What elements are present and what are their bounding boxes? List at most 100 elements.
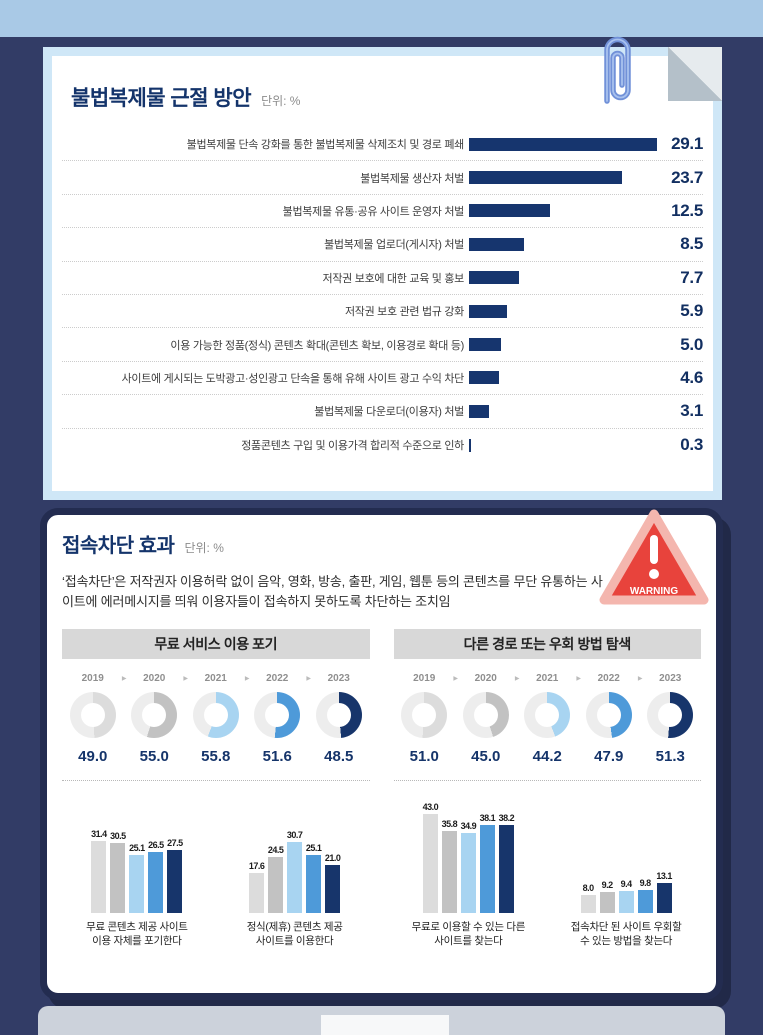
bar (599, 891, 615, 913)
donut-chart (647, 692, 694, 738)
bar-value-label: 35.8 (441, 818, 458, 829)
donut-cell (308, 692, 370, 738)
chart-row-value: 29.1 (671, 134, 703, 154)
section-title: 접속차단 효과 (62, 535, 175, 557)
chart-row-label: 저작권 보호 관련 법규 강화 (344, 306, 464, 319)
bar-cell: 9.8 (637, 878, 653, 913)
section-free-service-give-up: 무료 서비스 이용 포기 2019 ▶ 2020 ▶ 2021 ▶ 2022 ▶ 2023 49… (62, 629, 370, 948)
chart-row-label: 이용 가능한 정품(정식) 콘텐츠 확대(콘텐츠 확보, 이용경로 확대 등) (170, 339, 464, 352)
bar-groups-row: 31.4 30.5 25.1 26.5 27.5 무료 콘텐츠 제공 사이트 이용 자체를 … (62, 795, 370, 948)
bar (637, 890, 653, 913)
page-title: 불법복제물 근절 방안 (71, 87, 252, 110)
chart-row-bar (469, 171, 623, 185)
chart-row-track (469, 338, 661, 352)
chart-row-bar (469, 371, 499, 385)
bar (129, 855, 145, 913)
year-arrow-icon: ▶ (637, 676, 643, 682)
bar-cell: 25.1 (129, 843, 145, 913)
bar-group-caption: 무료 콘텐츠 제공 사이트 이용 자체를 포기한다 (86, 921, 188, 948)
bar-value-label: 34.9 (460, 820, 477, 831)
paperclip-icon (604, 36, 631, 104)
bar (580, 894, 596, 913)
bar-value-label: 24.5 (267, 844, 284, 855)
bar (498, 825, 514, 913)
donut-cell (124, 692, 186, 738)
donut-cell (455, 692, 517, 738)
chart-row-value: 12.5 (671, 200, 703, 220)
donut-chart (585, 692, 632, 738)
donut-cell (640, 692, 702, 738)
donut-chart (192, 692, 239, 738)
card-title-row: 접속차단 효과 단위: % (62, 529, 224, 558)
bar-groups-row: 43.0 35.8 34.9 38.1 38.2 무료로 이용할 수 있는 다른 사이트를 … (394, 795, 702, 948)
bar-group-caption: 무료로 이용할 수 있는 다른 사이트를 찾는다 (411, 921, 526, 948)
chart-row-bar (469, 204, 550, 218)
bar-cell: 27.5 (167, 838, 183, 913)
chart-row: 불법복제물 단속 강화를 통한 불법복제물 삭제조치 및 경로 폐쇄 29.1 (62, 128, 703, 162)
bar-group: 8.0 9.2 9.4 9.8 13.1 접속차단 된 사이트 우회할 수 있는 방법을 찾… (551, 795, 701, 948)
donut-values-row: 49.0 55.0 55.8 51.6 48.5 (62, 748, 370, 765)
eradication-chart-rows: 불법복제물 단속 강화를 통한 불법복제물 삭제조치 및 경로 폐쇄 29.1 불법… (62, 128, 703, 462)
chart-row-bar (469, 304, 508, 318)
bar-value-label: 43.0 (422, 802, 439, 813)
year-label: 2019 ▶ (413, 673, 458, 684)
chart-row-value: 7.7 (680, 267, 703, 287)
bar-value-label: 9.2 (601, 879, 614, 890)
bar (268, 856, 284, 913)
next-section-header-peek (321, 1015, 449, 1035)
donut-chart (462, 692, 509, 738)
donut-value: 55.0 (139, 748, 169, 765)
chart-row: 불법복제물 유통·공유 사이트 운영자 처벌 12.5 (62, 195, 703, 229)
blocking-effect-card: WARNING 접속차단 효과 단위: % ‘접속차단’은 저작권자 이용허락 … (40, 508, 723, 1000)
donut-chart (524, 692, 571, 738)
bar-value-label: 8.0 (582, 882, 595, 893)
bar-group-bars: 31.4 30.5 25.1 26.5 27.5 (62, 795, 212, 913)
bar (422, 814, 438, 913)
section-header: 다른 경로 또는 우회 방법 탐색 (393, 629, 701, 659)
year-arrow-icon: ▶ (514, 676, 520, 682)
bar-group: 31.4 30.5 25.1 26.5 27.5 무료 콘텐츠 제공 사이트 이용 자체를 … (62, 795, 212, 948)
chart-row: 저작권 보호 관련 법규 강화 5.9 (62, 295, 703, 329)
donut-chart (131, 692, 178, 738)
year-label: 2020 ▶ (143, 673, 188, 684)
bar-value-label: 25.1 (305, 843, 322, 854)
bar-value-label: 30.5 (110, 830, 126, 841)
bar-value-label: 13.1 (656, 870, 672, 881)
donut-value: 51.3 (655, 748, 685, 765)
bar-cell: 17.6 (249, 861, 265, 913)
year-label: 2022 ▶ (597, 673, 643, 684)
donut-value: 51.6 (262, 748, 292, 765)
bar-group: 43.0 35.8 34.9 38.1 38.2 무료로 이용할 수 있는 다른 사이트를 … (394, 795, 544, 948)
eradication-measures-card: 불법복제물 근절 방안 단위: % 불법복제물 단속 강화를 통한 불법복제물 … (43, 47, 722, 500)
bar-value-label: 17.6 (248, 860, 265, 871)
chart-row-label: 사이트에 게시되는 도박광고·성인광고 단속을 통해 유해 사이트 광고 수익 … (121, 372, 465, 385)
chart-row-track (469, 137, 661, 151)
dotted-divider (62, 780, 370, 781)
chart-row-track (469, 271, 661, 285)
bar (306, 855, 322, 913)
chart-row-track (469, 304, 661, 318)
bar-cell: 34.9 (460, 820, 477, 913)
donuts-row (62, 692, 370, 738)
donut-value: 49.0 (78, 748, 108, 765)
donut-value: 48.5 (324, 748, 354, 765)
bar-cell: 9.2 (599, 880, 615, 913)
chart-row-bar (469, 137, 657, 151)
donut-values-row: 51.0 45.0 44.2 47.9 51.3 (394, 748, 702, 765)
chart-row-track (469, 204, 661, 218)
chart-row: 불법복제물 생산자 처벌 23.7 (62, 161, 703, 195)
bar-cell: 30.5 (110, 831, 126, 913)
unit-label: 단위: % (261, 94, 301, 108)
chart-row-bar (469, 237, 524, 251)
chart-row-value: 5.0 (680, 334, 703, 354)
bar (460, 832, 476, 913)
chart-row-value: 8.5 (680, 234, 703, 254)
years-row: 2019 ▶ 2020 ▶ 2021 ▶ 2022 ▶ 2023 (62, 673, 370, 684)
bar (148, 852, 164, 913)
bar-value-label: 25.1 (129, 843, 145, 854)
year-label: 2020 ▶ (474, 673, 520, 684)
bar-value-label: 30.7 (286, 830, 303, 841)
chart-row: 이용 가능한 정품(정식) 콘텐츠 확대(콘텐츠 확보, 이용경로 확대 등) 5… (62, 328, 703, 362)
year-arrow-icon: ▶ (244, 676, 250, 682)
donut-chart (315, 692, 362, 738)
